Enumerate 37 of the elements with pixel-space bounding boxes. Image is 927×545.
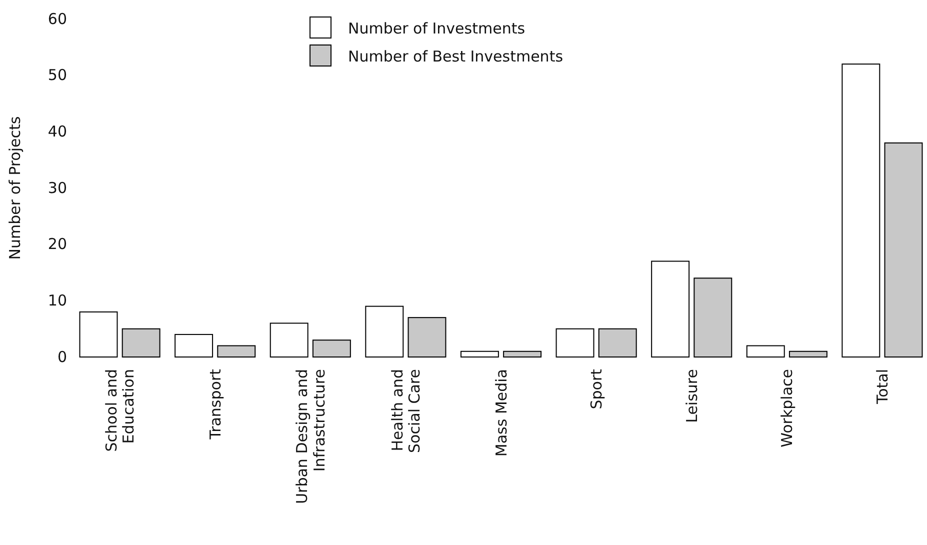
bar: [408, 317, 446, 358]
x-tick-label: Health and Social Care: [388, 369, 424, 453]
x-tick-label: Total: [873, 369, 892, 406]
legend-label: Number of Investments: [348, 19, 526, 38]
y-tick-label: 0: [57, 348, 67, 366]
legend-label: Number of Best Investments: [348, 47, 564, 66]
x-tick-label: Leisure: [682, 369, 701, 423]
y-tick-label: 40: [48, 122, 67, 140]
bar: [122, 328, 160, 358]
y-axis-title: Number of Projects: [6, 116, 24, 260]
y-tick-label: 60: [48, 10, 67, 28]
bar: [365, 306, 404, 358]
bar: [598, 328, 637, 358]
y-tick-label: 20: [48, 235, 67, 254]
bar: [312, 340, 351, 358]
bar: [79, 311, 118, 358]
x-tick-label: Mass Media: [492, 369, 510, 457]
x-tick-label: Sport: [588, 368, 606, 410]
bar: [174, 334, 214, 358]
bar: [788, 350, 828, 358]
y-tick-label: 10: [48, 291, 67, 310]
bar: [460, 350, 499, 358]
x-tick-label: School and Education: [102, 369, 138, 452]
x-tick-label: Transport: [206, 368, 224, 440]
bar: [884, 142, 923, 358]
bar: [503, 350, 542, 358]
bar: [556, 328, 594, 358]
x-tick-label: Workplace: [778, 369, 796, 448]
bar: [842, 64, 880, 358]
x-tick-label: Urban Design and Infrastructure: [293, 369, 328, 504]
bar: [746, 345, 785, 358]
bar: [651, 260, 690, 358]
bar: [217, 345, 256, 358]
y-tick-label: 50: [48, 66, 67, 84]
bar: [694, 278, 732, 358]
bar: [270, 322, 308, 358]
y-tick-label: 30: [48, 178, 67, 197]
